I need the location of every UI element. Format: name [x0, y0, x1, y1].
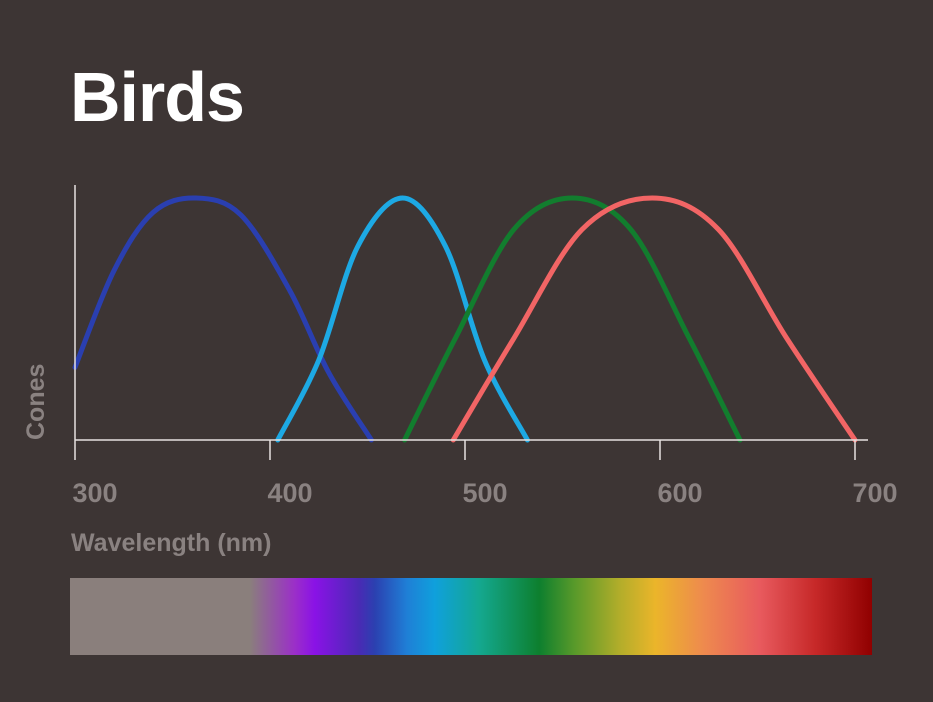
x-tick-label: 300	[72, 478, 117, 508]
cone-curves	[72, 195, 858, 443]
x-tick-label: 400	[267, 478, 312, 508]
cone-sensitivity-chart: 300 400 500 600 700 Cones Wavelength (nm)	[22, 185, 898, 557]
visible-spectrum-bar	[70, 578, 872, 655]
cone-curve-2	[275, 195, 530, 443]
x-tick-label: 600	[657, 478, 702, 508]
x-axis-title: Wavelength (nm)	[71, 529, 271, 557]
chart-title: Birds	[70, 58, 245, 136]
x-tick-label: 500	[462, 478, 507, 508]
x-tick-label: 700	[852, 478, 897, 508]
cone-curve-4	[450, 195, 858, 443]
cone-curve-1	[72, 195, 374, 443]
x-axis-ticks: 300 400 500 600 700	[72, 440, 898, 508]
y-axis-title: Cones	[22, 364, 50, 440]
cone-curve-3	[402, 195, 743, 443]
